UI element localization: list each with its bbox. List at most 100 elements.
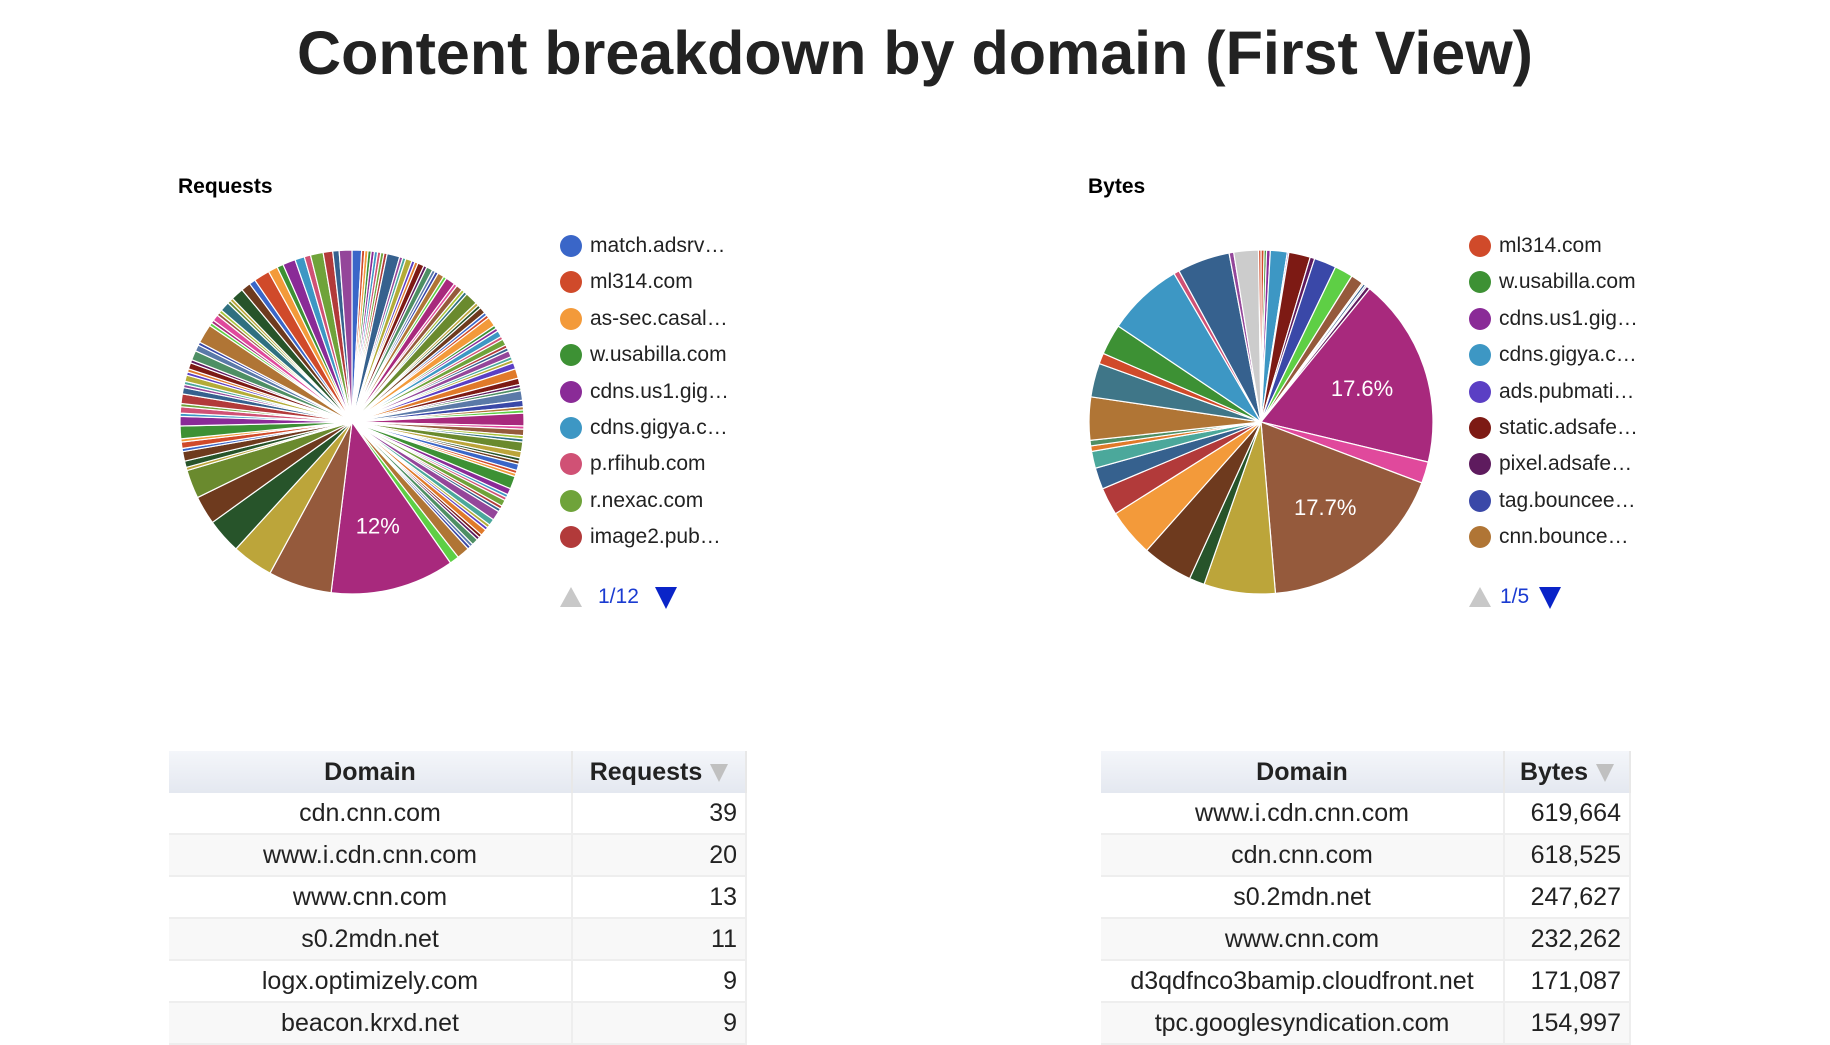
- requests-cell: 9: [572, 960, 747, 1003]
- column-header-requests[interactable]: Requests: [572, 751, 747, 793]
- requests-legend-pager: 1/12: [560, 583, 720, 613]
- column-header-label: Bytes: [1519, 757, 1589, 786]
- column-header-domain[interactable]: Domain: [1101, 751, 1505, 793]
- domain-cell: www.cnn.com: [1101, 918, 1505, 961]
- legend-label: static.adsafe…: [1499, 416, 1638, 439]
- pie-slice[interactable]: [1257, 249, 1262, 423]
- sort-descending-icon: [1596, 763, 1615, 782]
- table-row[interactable]: tpc.googlesyndication.com 154,997: [1101, 1002, 1631, 1045]
- legend-color-swatch: [560, 344, 582, 367]
- legend-label: cnn.bounce…: [1499, 525, 1629, 549]
- legend-page-indicator: 1/12: [598, 585, 639, 608]
- table-row[interactable]: beacon.krxd.net 9: [169, 1002, 747, 1045]
- legend-color-swatch: [1469, 526, 1491, 549]
- requests-table: Domain Requests cdn.cnn.com 39 www.i.cdn.c…: [169, 751, 747, 1045]
- legend-color-swatch: [1469, 417, 1491, 439]
- legend-color-swatch: [560, 417, 582, 439]
- column-header-bytes[interactable]: Bytes: [1504, 751, 1631, 793]
- legend-color-swatch: [1469, 380, 1491, 403]
- legend-color-swatch: [1469, 307, 1491, 330]
- domain-cell: d3qdfnco3bamip.cloudfront.net: [1101, 960, 1505, 1003]
- legend-label: cdns.us1.gig…: [1499, 306, 1638, 330]
- legend-color-swatch: [1469, 344, 1491, 367]
- legend-label: p.rfihub.com: [590, 452, 706, 476]
- bytes-cell: 619,664: [1504, 793, 1631, 835]
- legend-color-swatch: [560, 526, 582, 549]
- slice-percent-label: 17.6%: [1331, 376, 1393, 401]
- column-header-label: Domain: [1256, 757, 1348, 786]
- domain-cell: cdn.cnn.com: [169, 793, 573, 835]
- table-row[interactable]: www.i.cdn.cnn.com 619,664: [1101, 793, 1631, 835]
- legend-label: pixel.adsafe…: [1499, 452, 1633, 476]
- legend-prev-page-icon[interactable]: [560, 587, 582, 607]
- bytes-cell: 232,262: [1504, 918, 1631, 961]
- table-row[interactable]: s0.2mdn.net 11: [169, 918, 747, 961]
- bytes-table: Domain Bytes www.i.cdn.cnn.com 619,664 cdn…: [1101, 751, 1631, 1045]
- legend-color-swatch: [560, 453, 582, 476]
- legend-label: cdns.us1.gig…: [590, 379, 729, 403]
- bytes-cell: 171,087: [1504, 960, 1631, 1003]
- legend-label: ml314.com: [590, 270, 693, 294]
- domain-cell: s0.2mdn.net: [1101, 876, 1505, 919]
- bytes-legend-pager: 1/5: [1469, 583, 1629, 613]
- legend-label: cdns.gigya.c…: [590, 416, 728, 439]
- table-row[interactable]: cdn.cnn.com 618,525: [1101, 834, 1631, 877]
- legend-label: w.usabilla.com: [1499, 270, 1636, 294]
- legend-prev-page-icon[interactable]: [1469, 587, 1491, 607]
- legend-label: ads.pubmati…: [1499, 379, 1635, 403]
- requests-cell: 13: [572, 876, 747, 919]
- legend-color-swatch: [1469, 453, 1491, 476]
- table-row[interactable]: cdn.cnn.com 39: [169, 793, 747, 835]
- bytes-cell: 618,525: [1504, 834, 1631, 877]
- legend-label: w.usabilla.com: [590, 343, 727, 367]
- table-row[interactable]: www.cnn.com 232,262: [1101, 918, 1631, 961]
- legend-label: ml314.com: [1499, 234, 1602, 257]
- legend-label: r.nexac.com: [590, 488, 704, 512]
- pie-slice[interactable]: [1260, 421, 1423, 595]
- column-header-label: Domain: [324, 757, 416, 786]
- bytes-pie-chart[interactable]: 17.6% 17.7%: [1088, 249, 1434, 595]
- column-header-label: Requests: [589, 757, 703, 786]
- legend-color-swatch: [560, 489, 582, 512]
- domain-cell: tpc.googlesyndication.com: [1101, 1002, 1505, 1045]
- table-row[interactable]: s0.2mdn.net 247,627: [1101, 876, 1631, 919]
- domain-cell: www.i.cdn.cnn.com: [1101, 793, 1505, 835]
- legend-label: as-sec.casal…: [590, 306, 728, 330]
- domain-cell: logx.optimizely.com: [169, 960, 573, 1003]
- domain-cell: cdn.cnn.com: [1101, 834, 1505, 877]
- legend-color-swatch: [1469, 235, 1491, 257]
- requests-cell: 11: [572, 918, 747, 961]
- table-row[interactable]: d3qdfnco3bamip.cloudfront.net 171,087: [1101, 960, 1631, 1003]
- pie-slice[interactable]: [338, 249, 353, 423]
- requests-cell: 20: [572, 834, 747, 877]
- pie-slice[interactable]: [1259, 287, 1434, 463]
- legend-color-swatch: [560, 380, 582, 403]
- slice-percent-label: 17.7%: [1294, 495, 1356, 520]
- domain-cell: www.cnn.com: [169, 876, 573, 919]
- table-row[interactable]: logx.optimizely.com 9: [169, 960, 747, 1003]
- requests-pie-chart[interactable]: 12%: [179, 249, 525, 595]
- bytes-cell: 154,997: [1504, 1002, 1631, 1045]
- pie-slice[interactable]: [330, 420, 452, 595]
- legend-label: image2.pub…: [590, 525, 721, 549]
- bytes-cell: 247,627: [1504, 876, 1631, 919]
- legend-color-swatch: [560, 235, 582, 257]
- legend-color-swatch: [1469, 271, 1491, 294]
- legend-color-swatch: [560, 307, 582, 330]
- domain-cell: s0.2mdn.net: [169, 918, 573, 961]
- legend-label: match.adsrv…: [590, 234, 726, 257]
- slice-percent-label: 12%: [356, 513, 400, 538]
- legend-label: tag.bouncee…: [1499, 488, 1636, 512]
- table-row[interactable]: www.i.cdn.cnn.com 20: [169, 834, 747, 877]
- legend-color-swatch: [560, 271, 582, 294]
- legend-color-swatch: [1469, 489, 1491, 512]
- page-title: Content breakdown by domain (First View): [297, 19, 1533, 87]
- sort-descending-icon: [710, 763, 729, 782]
- legend-page-indicator: 1/5: [1500, 585, 1530, 608]
- column-header-domain[interactable]: Domain: [169, 751, 573, 793]
- legend-next-page-icon[interactable]: [1539, 587, 1561, 609]
- legend-next-page-icon[interactable]: [655, 587, 677, 609]
- domain-cell: www.i.cdn.cnn.com: [169, 834, 573, 877]
- table-row[interactable]: www.cnn.com 13: [169, 876, 747, 919]
- requests-cell: 9: [572, 1002, 747, 1045]
